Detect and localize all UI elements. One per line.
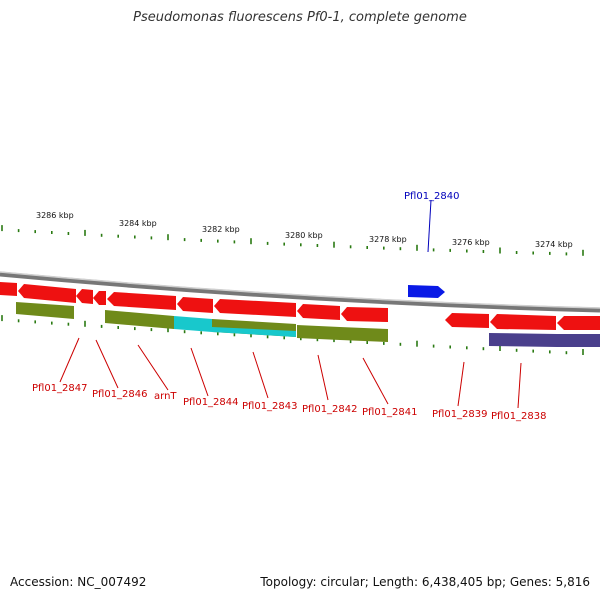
gene-red-8[interactable] [297, 304, 340, 320]
olive-bar-2841[interactable] [340, 327, 388, 342]
purple-bar-2838a[interactable] [489, 333, 557, 347]
genome-backbone [0, 271, 600, 313]
leader-2842 [317, 354, 329, 401]
scale-label-3286: 3286 kbp [36, 211, 74, 220]
genome-summary-text: Topology: circular; Length: 6,438,405 bp… [260, 575, 590, 589]
leader-2846 [95, 339, 119, 389]
olive-bar-2847[interactable] [16, 302, 74, 319]
scale-label-3278: 3278 kbp [369, 235, 407, 244]
gene-red-11[interactable] [490, 314, 556, 330]
gene-label-pfl01-2843[interactable]: Pfl01_2843 [242, 401, 298, 412]
gene-red-7[interactable] [214, 299, 296, 317]
gene-label-pfl01-2847[interactable]: Pfl01_2847 [32, 383, 88, 394]
accession-text: Accession: NC_007492 [10, 575, 147, 589]
leader-arnT [137, 344, 169, 391]
leader-2838 [517, 362, 522, 409]
gene-red-12[interactable] [557, 316, 600, 330]
olive-bar-2842[interactable] [297, 325, 340, 340]
map-title: Pseudomonas fluorescens Pf0-1, complete … [133, 10, 467, 25]
purple-bar-2838b[interactable] [557, 334, 600, 347]
gene-label-pfl01-2840[interactable]: Pfl01_2840 [404, 191, 460, 202]
gene-red-6[interactable] [177, 297, 213, 313]
leader-2847 [59, 337, 80, 383]
gene-label-arnT[interactable]: arnT [154, 391, 177, 402]
gene-pfl01-2839-shape[interactable] [445, 313, 489, 328]
gene-label-pfl01-2838[interactable]: Pfl01_2838 [491, 411, 547, 422]
leader-2841 [362, 357, 389, 405]
leader-2844 [190, 347, 209, 397]
upper-tick-track [1, 225, 584, 256]
gene-red-4[interactable] [93, 291, 106, 305]
gene-label-pfl01-2841[interactable]: Pfl01_2841 [362, 407, 418, 418]
gene-red-3[interactable] [76, 289, 93, 304]
gene-red-1[interactable] [0, 282, 17, 296]
gene-pfl01-2840[interactable] [408, 285, 445, 298]
scale-label-3274: 3274 kbp [535, 240, 573, 249]
gene-label-pfl01-2844[interactable]: Pfl01_2844 [183, 397, 239, 408]
leader-2843 [252, 351, 269, 399]
genome-backbone-highlight [0, 271, 600, 309]
gene-red-2[interactable] [18, 284, 76, 303]
cyan-bar-2844[interactable] [212, 327, 296, 337]
olive-bar-2846[interactable] [105, 310, 174, 329]
scale-label-3280: 3280 kbp [285, 231, 323, 240]
scale-label-3284: 3284 kbp [119, 219, 157, 228]
gene-label-pfl01-2839[interactable]: Pfl01_2839 [432, 409, 488, 420]
scale-label-3282: 3282 kbp [202, 225, 240, 234]
gene-label-pfl01-2846[interactable]: Pfl01_2846 [92, 389, 148, 400]
cyan-bar-arnT[interactable] [174, 316, 212, 332]
gene-label-pfl01-2842[interactable]: Pfl01_2842 [302, 404, 358, 415]
leader-2839 [457, 361, 465, 407]
gene-red-9[interactable] [341, 307, 388, 322]
gene-red-5[interactable] [107, 292, 176, 310]
scale-label-3276: 3276 kbp [452, 238, 490, 247]
leader-2840 [427, 199, 432, 253]
